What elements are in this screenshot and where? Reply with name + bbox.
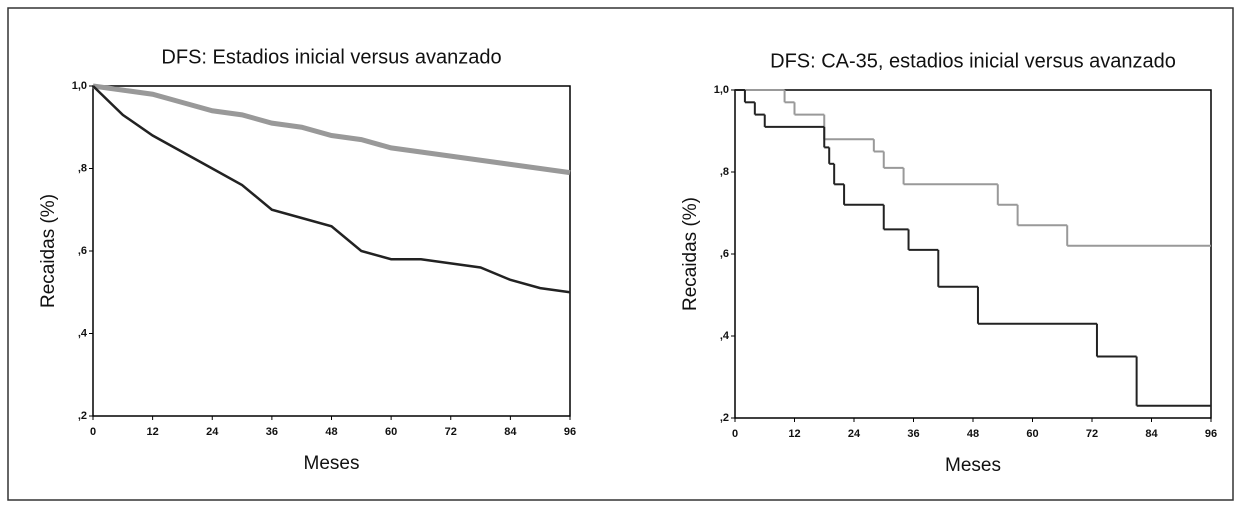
x-tick-label: 72 (445, 426, 457, 438)
x-tick-label: 96 (1205, 428, 1217, 440)
x-tick-label: 72 (1086, 428, 1098, 440)
x-axis-label: Meses (945, 455, 1001, 476)
x-tick-label: 60 (385, 426, 397, 438)
chart-title: DFS: CA-35, estadios inicial versus avan… (770, 50, 1176, 72)
chart-title: DFS: Estadios inicial versus avanzado (161, 46, 501, 68)
x-tick-label: 48 (325, 426, 337, 438)
y-tick-label: ,2 (78, 410, 87, 422)
frame (7, 7, 1234, 501)
x-tick-label: 36 (266, 426, 278, 438)
y-tick-label: 1,0 (714, 84, 729, 96)
y-tick-label: 1,0 (72, 80, 87, 92)
plot-frame (92, 85, 571, 417)
x-tick-label: 84 (504, 426, 517, 438)
y-tick-label: ,6 (78, 245, 87, 257)
y-axis-label: Recaidas (%) (680, 197, 701, 311)
y-tick-label: ,6 (720, 248, 729, 260)
x-tick-label: 96 (564, 426, 576, 438)
x-tick-label: 60 (1026, 428, 1038, 440)
x-tick-label: 12 (788, 428, 800, 440)
survival-line (92, 85, 571, 294)
y-tick-label: ,4 (78, 327, 88, 339)
x-tick-label: 48 (967, 428, 979, 440)
x-tick-label: 36 (907, 428, 919, 440)
x-axis-label: Meses (304, 453, 360, 474)
x-tick-label: 84 (1145, 428, 1158, 440)
x-tick-label: 24 (206, 426, 219, 438)
y-tick-label: ,4 (720, 330, 730, 342)
survival-line (92, 83, 571, 176)
x-tick-label: 0 (732, 428, 738, 440)
x-tick-label: 24 (848, 428, 861, 440)
y-tick-label: ,8 (78, 162, 87, 174)
y-tick-label: ,2 (720, 412, 729, 424)
y-tick-label: ,8 (720, 166, 729, 178)
plot-frame (734, 89, 1212, 419)
x-tick-label: 0 (90, 426, 96, 438)
y-axis-label: Recaidas (%) (38, 194, 59, 308)
x-tick-label: 12 (147, 426, 159, 438)
